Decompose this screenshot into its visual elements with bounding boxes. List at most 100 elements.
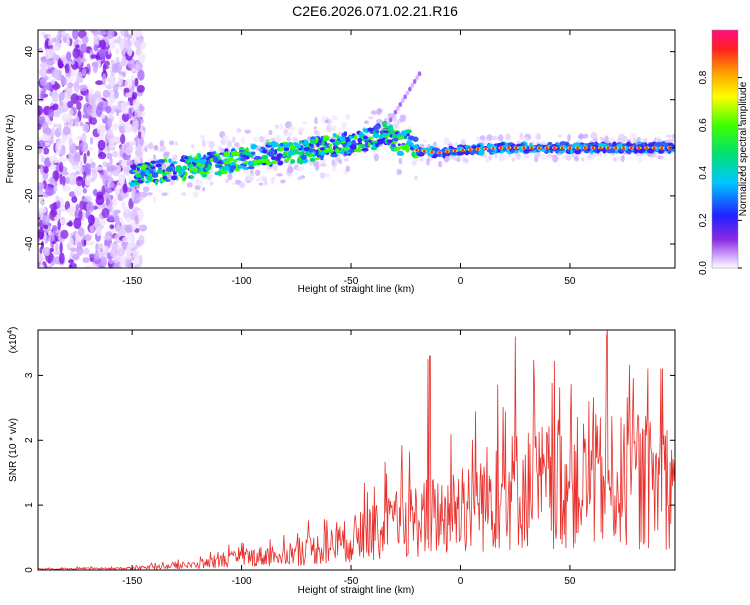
spectrogram-noise-blob [62,126,71,136]
spectrogram-halo-blob [633,137,637,143]
spectrogram-noise-blob [128,240,136,249]
spectrogram-ridge-blob [175,167,183,173]
spectrogram-noise-blob [124,224,133,233]
spectrogram-ridge-blob [172,171,177,175]
spectrogram-ridge-blob [328,143,332,147]
spectrogram-halo-blob [287,166,294,174]
spectrogram-ridge-blob [289,144,296,151]
spectrogram-halo-blob [397,169,402,175]
colorbar-tick-label: 0.8 [698,70,709,84]
spectrogram-halo-blob [268,129,273,135]
spectrogram-noise-blob [79,160,83,167]
spectrogram-halo-blob [398,157,403,165]
spectrogram-noise-blob [45,186,54,196]
spectrogram-halo-blob [414,175,418,181]
spectrogram-halo-blob [190,144,195,149]
spectrogram-ridge-blob [513,150,519,154]
spectrogram-halo-blob [376,107,382,116]
spectrogram-halo-blob [297,126,305,133]
spectrogram-noise-blob [97,139,106,151]
spectrogram-ridge-blob [405,146,410,153]
spectrogram-noise-blob [86,105,94,116]
spectrogram-ridge-blob [343,151,348,156]
spectrogram-ridge-blob [478,149,485,156]
spectrogram-peak-dot [423,149,426,153]
snr-x-tick-label: -100 [232,576,252,587]
spectrogram-noise-blob [112,240,118,250]
spectrogram-noise-blob [47,75,52,81]
spectrogram-noise-blob [90,30,97,34]
spectrogram-noise-blob [86,201,95,214]
spectrogram-noise-blob [89,136,94,145]
spectrogram-ridge-blob [154,179,159,185]
spectrogram-x-tick-label: 0 [458,276,464,287]
spectrogram-noise-blob [125,34,133,39]
spectrogram-halo-blob [133,199,139,204]
spectrogram-ridge-blob [307,148,314,153]
spectrogram-noise-blob [62,185,71,192]
snr-frame [37,329,676,571]
spectrogram-noise-blob [102,73,107,86]
spectrogram-halo-blob [603,152,608,158]
snr-y-tick-label: 0 [24,567,35,573]
spectrogram-streak-blob [400,98,405,104]
spectrogram-ridge-blob [658,149,664,154]
spectrogram-ridge-blob [277,144,281,148]
spectrogram-halo-blob [552,154,559,163]
spectrogram-halo-blob [319,172,326,179]
spectrogram-halo-blob [258,182,264,186]
spectrogram-noise-blob [123,87,130,93]
spectrogram-noise-blob [83,247,90,255]
spectrogram-ridge-blob [153,172,159,178]
spectrogram-ridge-blob [240,157,247,162]
spectrogram-ridge-blob [401,145,407,151]
spectrogram-noise-blob [57,123,62,133]
spectrogram-streak-blob [403,94,407,100]
spectrogram-noise-blob [57,59,64,69]
spectrogram-peak-dot [484,147,487,151]
spectrogram-noise-blob [107,215,115,222]
spectrogram-ridge-blob [264,160,271,163]
spectrogram-noise-blob [120,101,128,114]
spectrogram-halo-blob [240,136,246,145]
spectrogram-noise-blob [105,105,112,114]
spectrogram-noise-blob [42,147,50,155]
spectrogram-ridge-blob [411,151,416,158]
spectrogram-noise-blob [38,195,44,203]
spectrogram-noise-blob [119,254,124,267]
colorbar-tick-label: 0.2 [698,213,709,227]
spectrogram-peak-dot [430,150,434,154]
spectrogram-ridge-blob [407,135,415,141]
spectrogram-peak-dot [446,150,449,153]
snr-y-tick-label: 2 [24,437,35,443]
spectrogram-ridge-blob [282,142,288,148]
spectrogram-halo-blob [534,132,541,141]
spectrogram-noise-blob [106,117,112,130]
spectrogram-streak-blob [415,75,419,81]
spectrogram-ridge-blob [144,169,150,176]
spectrogram-ridge-blob [299,151,304,156]
spectrogram-noise-blob [128,107,132,120]
spectrogram-halo-blob [332,167,337,173]
spectrogram-ridge-blob [129,181,135,188]
spectrogram-noise-blob [93,34,100,43]
spectrogram-ridge-blob [142,164,148,169]
spectrogram-noise-blob [112,136,120,144]
spectrogram-noise-blob [107,165,116,172]
spectrogram-peak-dot [645,146,648,150]
spectrogram-halo-blob [497,134,504,142]
spectrogram-peak-dot [660,146,664,150]
spectrogram-noise-blob [136,84,145,93]
spectrogram-ridge-blob [595,148,601,153]
spectrogram-noise-blob [74,209,79,220]
spectrogram-noise-blob [40,156,46,163]
spectrogram-noise-blob [110,194,114,200]
spectrogram-halo-blob [186,182,193,188]
spectrogram-halo-blob [314,116,318,125]
spectrogram-ridge-blob [150,165,156,170]
spectrogram-noise-blob [100,218,107,226]
spectrogram-halo-blob [161,192,168,196]
spectrogram-noise-blob [120,191,130,199]
spectrogram-noise-blob [122,183,128,194]
spectrogram-halo-blob [315,130,320,138]
